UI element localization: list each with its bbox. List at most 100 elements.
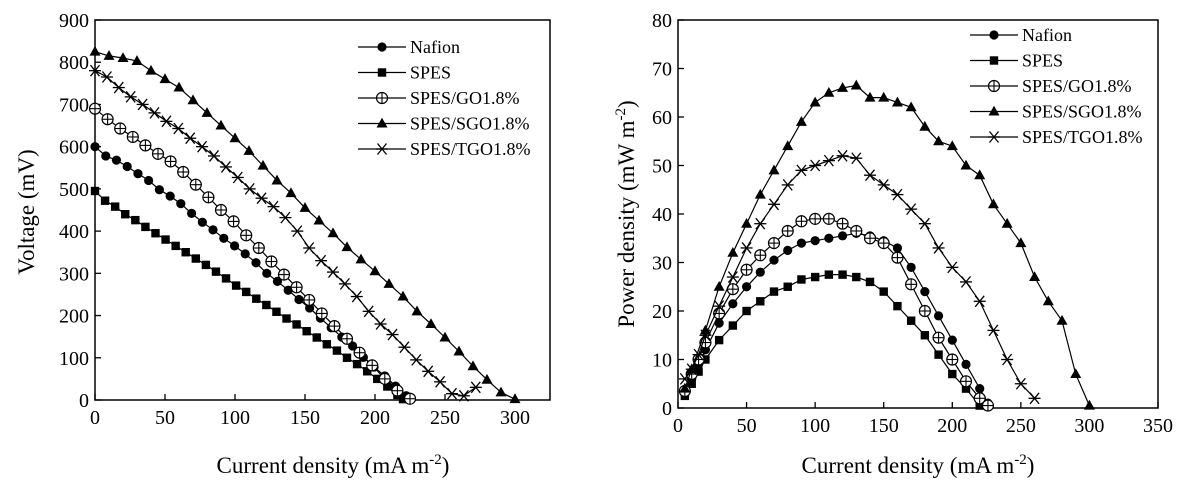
- voltage-legend-label: SPES: [410, 63, 451, 83]
- voltage-point-spes-sgo1-8: [383, 278, 395, 288]
- voltage-point-nafion: [229, 241, 240, 251]
- voltage-point-spes-tgo1-8: [315, 254, 328, 267]
- power-series-line-spes-tgo1-8: [684, 155, 1036, 399]
- power-point-nafion: [741, 282, 752, 292]
- power-legend-marker-nafion: [989, 30, 999, 40]
- power-point-spes-tgo1-8: [973, 295, 986, 308]
- power-point-nafion: [961, 359, 971, 369]
- voltage-point-nafion: [262, 268, 272, 278]
- power-point-spes-tgo1-8: [726, 271, 739, 283]
- voltage-x-tick-label: 150: [290, 407, 320, 429]
- power-point-spes-go1-8: [836, 217, 849, 230]
- voltage-point-nafion: [144, 175, 154, 186]
- voltage-point-spes-sgo1-8: [467, 360, 479, 371]
- voltage-point-spes-go1-8: [114, 122, 127, 135]
- voltage-point-spes-tgo1-8: [422, 365, 435, 378]
- power-point-spes-tgo1-8: [768, 198, 780, 211]
- voltage-point-spes: [90, 186, 100, 196]
- voltage-point-nafion: [208, 225, 218, 235]
- power-point-spes: [906, 316, 916, 325]
- voltage-point-spes: [110, 202, 120, 211]
- voltage-point-spes: [352, 359, 362, 369]
- voltage-point-nafion: [90, 142, 100, 152]
- power-point-spes: [701, 355, 710, 364]
- voltage-point-spes-sgo1-8: [285, 187, 297, 198]
- power-point-nafion: [892, 243, 903, 253]
- voltage-legend-marker-spes-sgo1-8: [376, 117, 388, 128]
- voltage-point-spes: [262, 300, 271, 310]
- power-point-spes-go1-8: [822, 212, 835, 225]
- voltage-point-spes: [100, 196, 110, 205]
- voltage-point-spes-sgo1-8: [327, 227, 339, 238]
- power-legend-label: SPES/GO1.8%: [1022, 76, 1132, 96]
- voltage-point-spes-go1-8: [265, 255, 278, 268]
- power-point-spes-sgo1-8: [1001, 217, 1013, 228]
- power-point-spes-go1-8: [795, 215, 808, 228]
- power-series-spes: [680, 270, 984, 410]
- voltage-point-spes-tgo1-8: [172, 122, 185, 135]
- voltage-point-nafion: [187, 208, 197, 218]
- voltage-point-spes-sgo1-8: [243, 145, 255, 155]
- power-legend: Nafion SPES SPES/GO1.8% SPES/SGO1.8% SPES/TG…: [970, 25, 1143, 147]
- power-point-spes: [920, 331, 930, 340]
- voltage-point-spes-go1-8: [227, 215, 240, 228]
- voltage-point-spes: [332, 346, 342, 355]
- voltage-point-spes-go1-8: [340, 332, 354, 345]
- voltage-y-tick-label: 300: [59, 263, 89, 285]
- power-chart: 0 50 100 150 200 250 300 350 0 10 20 30 40 50 60 70 80 N…: [613, 10, 1173, 478]
- power-point-spes: [742, 306, 751, 316]
- power-point-spes-sgo1-8: [946, 140, 958, 151]
- voltage-series-spes-sgo1-8: [89, 45, 521, 404]
- voltage-y-tick-label: 700: [59, 94, 89, 116]
- power-point-spes-tgo1-8: [699, 329, 712, 342]
- voltage-point-spes: [282, 314, 291, 323]
- voltage-point-spes-tgo1-8: [279, 211, 292, 224]
- power-point-nafion: [714, 318, 724, 328]
- voltage-point-spes-go1-8: [391, 384, 404, 397]
- power-point-nafion: [837, 231, 848, 241]
- power-y-tick-label: 30: [652, 253, 672, 275]
- voltage-point-spes-tgo1-8: [410, 353, 423, 366]
- power-y-tick-label: 10: [652, 350, 672, 372]
- power-point-spes-tgo1-8: [850, 152, 863, 165]
- voltage-series-spes: [90, 186, 408, 404]
- voltage-point-spes: [231, 281, 241, 290]
- power-legend-label: Nafion: [1022, 25, 1072, 45]
- voltage-point-spes-sgo1-8: [397, 290, 409, 301]
- power-x-axis-label: Current density (mA m-2): [802, 452, 1035, 478]
- power-point-spes-tgo1-8: [795, 164, 808, 177]
- voltage-legend-item-nafion: Nafion: [358, 37, 460, 57]
- power-point-spes: [694, 367, 703, 376]
- voltage-legend-item-spes-go1-8: SPES/GO1.8%: [358, 88, 520, 108]
- power-point-spes-tgo1-8: [1001, 353, 1014, 366]
- voltage-point-spes: [161, 235, 170, 244]
- voltage-point-spes-go1-8: [101, 113, 114, 126]
- voltage-point-spes-go1-8: [290, 281, 303, 294]
- power-point-spes-sgo1-8: [1015, 237, 1027, 248]
- power-point-spes-tgo1-8: [822, 154, 835, 167]
- power-point-spes-sgo1-8: [754, 188, 766, 199]
- voltage-point-spes-tgo1-8: [291, 225, 304, 238]
- power-legend-marker-spes-tgo1-8: [988, 131, 1000, 143]
- power-point-spes-sgo1-8: [974, 169, 986, 180]
- power-legend-item-spes-go1-8: SPES/GO1.8%: [970, 76, 1132, 96]
- voltage-point-spes-tgo1-8: [255, 192, 268, 205]
- power-point-spes-go1-8: [740, 263, 753, 276]
- voltage-point-nafion: [111, 155, 122, 165]
- power-point-spes-go1-8: [946, 353, 959, 366]
- voltage-legend-label: Nafion: [410, 37, 460, 57]
- power-x-tick-label: 350: [1143, 415, 1173, 437]
- power-point-spes-sgo1-8: [960, 159, 972, 170]
- power-point-spes-tgo1-8: [877, 178, 890, 191]
- voltage-point-spes: [373, 374, 382, 384]
- voltage-point-spes-go1-8: [315, 307, 328, 320]
- voltage-legend-marker-spes-tgo1-8: [376, 143, 388, 155]
- voltage-point-spes-sgo1-8: [299, 202, 311, 212]
- voltage-point-spes-sgo1-8: [145, 64, 157, 75]
- power-legend-marker-spes-go1-8: [987, 79, 1001, 93]
- voltage-point-spes-sgo1-8: [215, 119, 227, 130]
- voltage-point-spes-go1-8: [139, 139, 152, 152]
- power-point-spes-go1-8: [918, 304, 931, 318]
- voltage-axes: 0 50 100 150 200 250 300 0 100 200 300 400 500 600 700…: [59, 10, 530, 429]
- power-point-spes: [879, 287, 888, 296]
